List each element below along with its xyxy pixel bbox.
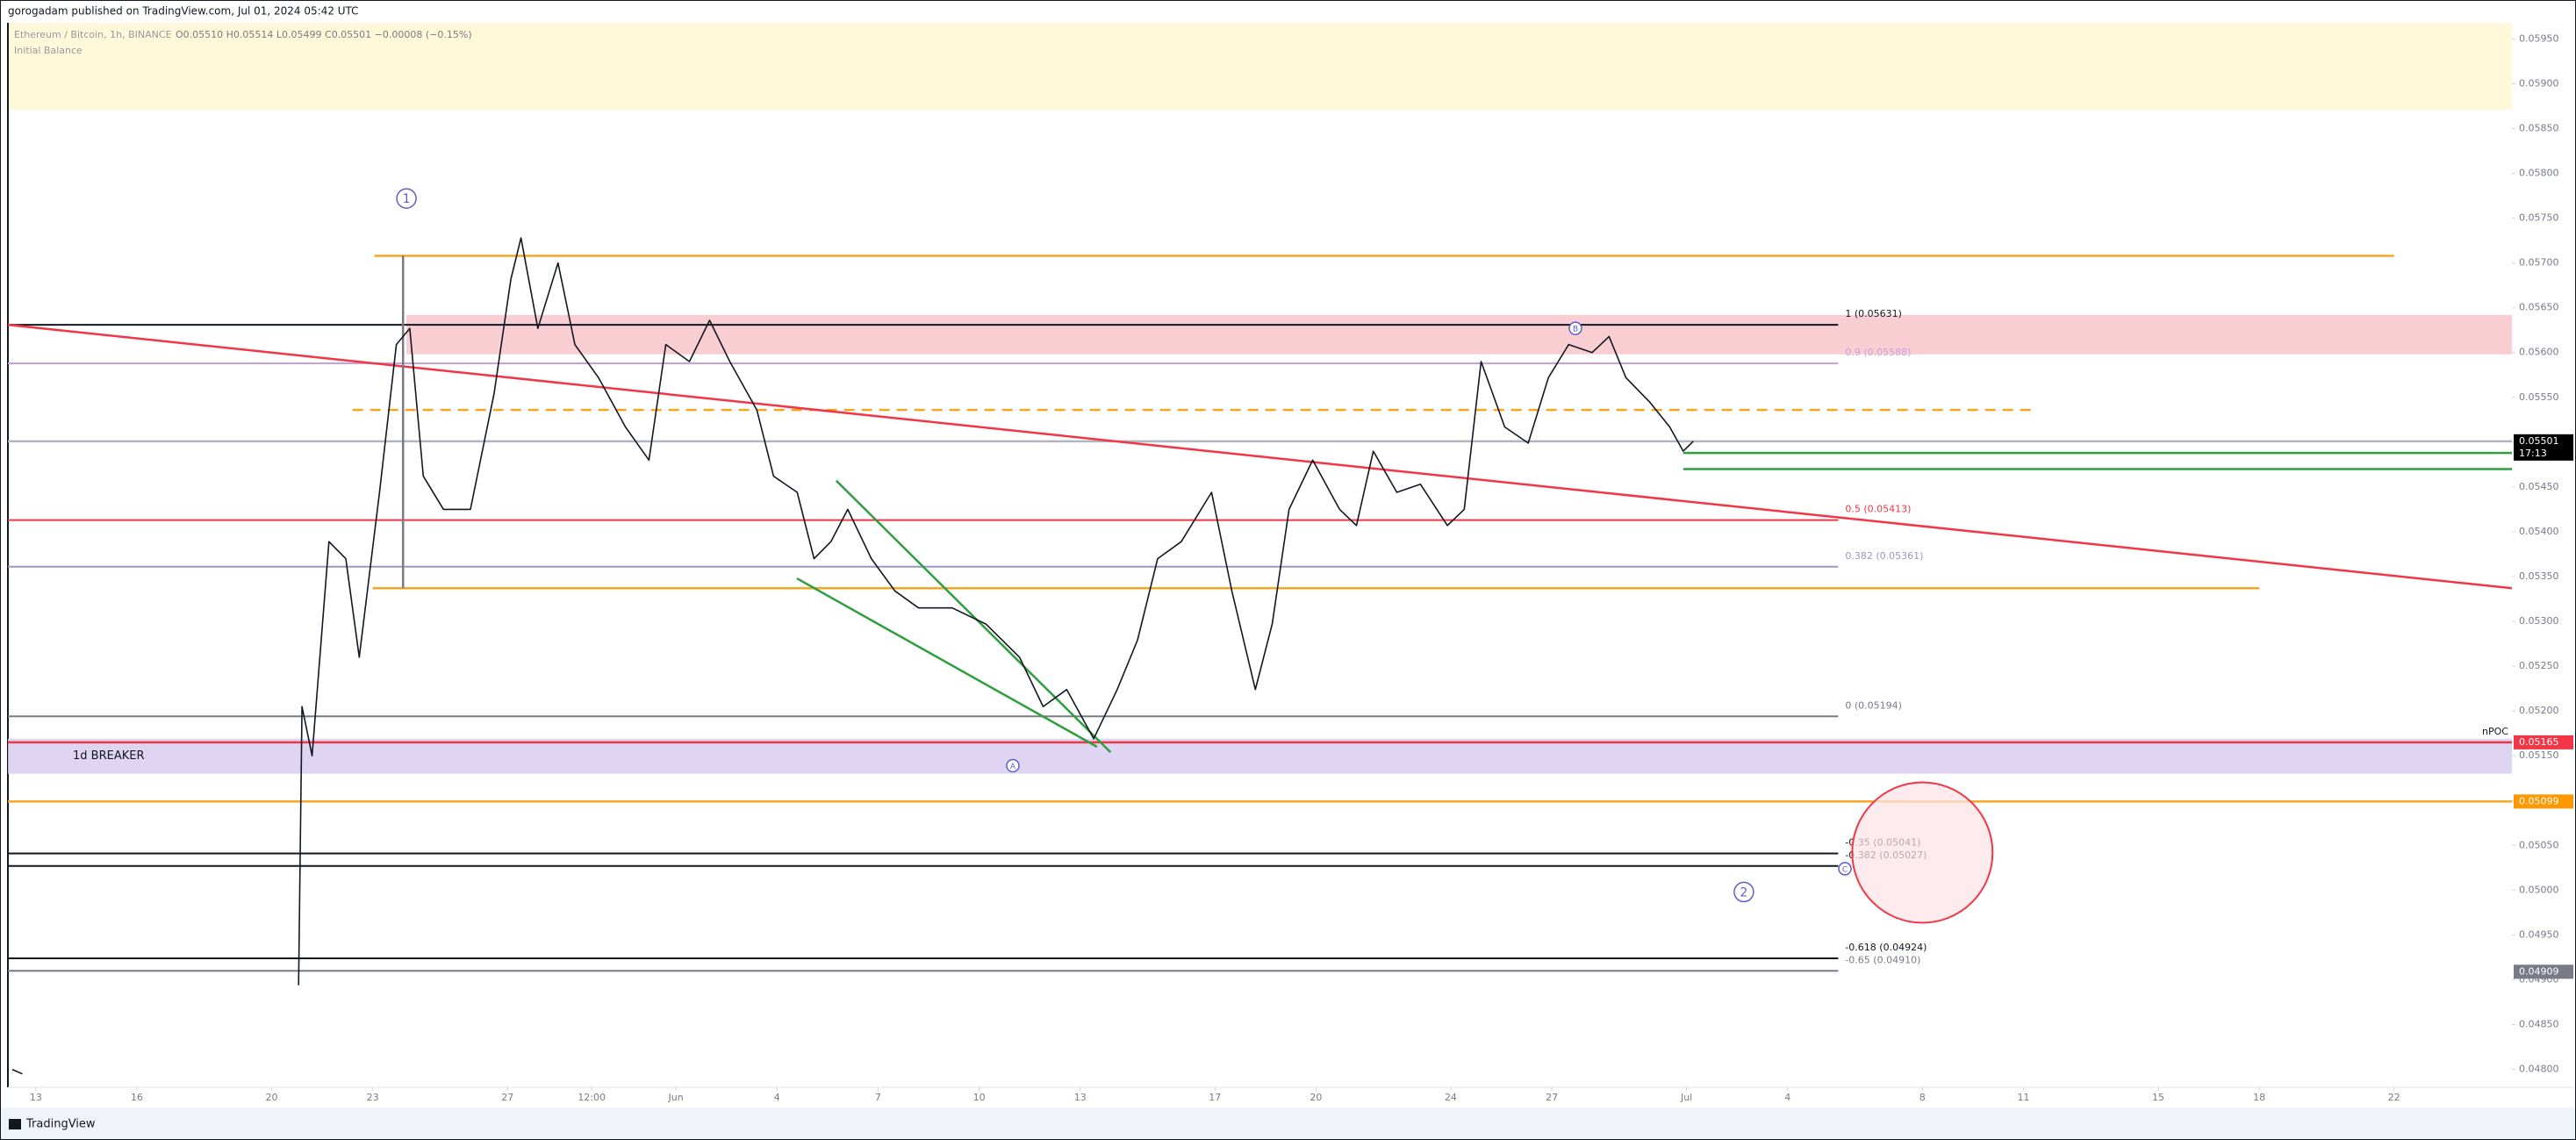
price-badge-label: 0.05165 — [2519, 736, 2559, 748]
footer-bar — [0, 1108, 2576, 1140]
x-tick-label: 22 — [2388, 1092, 2400, 1103]
x-tick-label: 27 — [501, 1092, 513, 1103]
brand: TradingView — [25, 1118, 96, 1131]
price-badge-label: 0.05501 — [2519, 435, 2559, 447]
wave-marker — [1838, 862, 1852, 876]
price-axis — [2512, 23, 2575, 1087]
y-tick-label: 0.05600 — [2519, 347, 2559, 358]
indicator-name: Initial Balance — [14, 45, 83, 56]
y-tick-label: 0.05550 — [2519, 391, 2559, 403]
y-tick-label: 0.05650 — [2519, 302, 2559, 313]
wave-label: 2 — [1740, 885, 1747, 900]
wave-marker — [1006, 758, 1020, 773]
x-tick-label: 24 — [1445, 1092, 1457, 1103]
x-tick-label: 20 — [1310, 1092, 1322, 1103]
price-badge — [2514, 964, 2573, 979]
y-tick-label: 0.05050 — [2519, 839, 2559, 850]
x-tick-label: 20 — [266, 1092, 278, 1103]
publisher: gorogadam published on TradingView.com, … — [8, 5, 359, 18]
x-tick-label: 13 — [1074, 1092, 1087, 1103]
zone — [8, 738, 2512, 774]
y-tick-label: 0.04800 — [2519, 1064, 2559, 1075]
x-tick-label: 18 — [2253, 1092, 2265, 1103]
x-tick-label: 4 — [774, 1092, 780, 1103]
y-tick-label: 0.05900 — [2519, 77, 2559, 89]
indicator-band — [8, 23, 2512, 110]
y-tick-label: 0.05700 — [2519, 257, 2559, 269]
wave-label: B — [1573, 326, 1578, 334]
trend-line — [835, 479, 1112, 754]
price-badge — [2514, 735, 2573, 749]
zone — [406, 314, 2512, 355]
price-badge — [2514, 434, 2573, 461]
y-tick-label: 0.05400 — [2519, 526, 2559, 537]
fib-label: -0.65 (0.04910) — [1845, 954, 1920, 965]
wave-label: C — [1842, 865, 1848, 874]
x-tick-label: Jun — [668, 1092, 684, 1103]
price-line — [11, 237, 1694, 1075]
wave-marker — [396, 188, 417, 209]
wave-marker — [1568, 321, 1582, 335]
x-tick-label: 7 — [875, 1092, 881, 1103]
price-badge-label: 0.04909 — [2519, 965, 2559, 977]
fib-label: 0 (0.05194) — [1845, 699, 1902, 711]
y-tick-label: 0.05200 — [2519, 705, 2559, 716]
y-tick-label: 0.05350 — [2519, 570, 2559, 582]
brand-logo — [9, 1119, 21, 1129]
y-tick-label: 0.04850 — [2519, 1019, 2559, 1030]
x-tick-label: 13 — [30, 1092, 42, 1103]
x-tick-label: 27 — [1546, 1092, 1558, 1103]
y-tick-label: 0.05750 — [2519, 212, 2559, 224]
x-tick-label: 15 — [2152, 1092, 2164, 1103]
ohlc: O0.05510 H0.05514 L0.05499 C0.05501 −0.0… — [176, 29, 472, 40]
y-tick-label: 0.05800 — [2519, 168, 2559, 179]
x-tick-label: 23 — [367, 1092, 379, 1103]
wave-label: 1 — [403, 192, 411, 206]
price-badge — [2514, 794, 2573, 809]
y-tick-label: 0.05250 — [2519, 660, 2559, 671]
npoc-label: nPOC — [2482, 726, 2508, 737]
x-tick-label: 11 — [2017, 1092, 2029, 1103]
x-tick-label: 4 — [1784, 1092, 1790, 1103]
y-tick-label: 0.05450 — [2519, 481, 2559, 492]
fib-label: 0.5 (0.05413) — [1845, 504, 1911, 515]
fib-label: -0.618 (0.04924) — [1845, 942, 1927, 953]
x-tick-label: 8 — [1919, 1092, 1926, 1103]
y-tick-label: 0.05950 — [2519, 32, 2559, 44]
y-tick-label: 0.05300 — [2519, 615, 2559, 627]
trend-line — [796, 577, 1098, 749]
countdown: 17:13 — [2519, 448, 2547, 459]
target-circle — [1851, 781, 1994, 924]
fib-label: 1 (0.05631) — [1845, 308, 1902, 319]
x-tick-label: 17 — [1209, 1092, 1221, 1103]
trend-line — [7, 323, 2513, 590]
y-tick-label: 0.05150 — [2519, 749, 2559, 761]
x-tick-label: 16 — [131, 1092, 143, 1103]
y-tick-label: 0.05000 — [2519, 884, 2559, 895]
symbol: Ethereum / Bitcoin, 1h, BINANCE — [14, 29, 172, 40]
y-tick-label: 0.05850 — [2519, 122, 2559, 133]
fib-label: 0.382 (0.05361) — [1845, 550, 1923, 562]
x-tick-label: Jul — [1680, 1092, 1692, 1103]
wave-label: A — [1010, 763, 1016, 771]
x-tick-label: 12:00 — [578, 1092, 606, 1103]
x-tick-label: 10 — [973, 1092, 986, 1103]
wave-marker — [1733, 881, 1754, 903]
price-badge-label: 0.05099 — [2519, 795, 2559, 807]
y-tick-label: 0.04950 — [2519, 928, 2559, 940]
zone-label: 1d BREAKER — [73, 749, 145, 763]
fib-label: 0.9 (0.05588) — [1845, 347, 1911, 358]
